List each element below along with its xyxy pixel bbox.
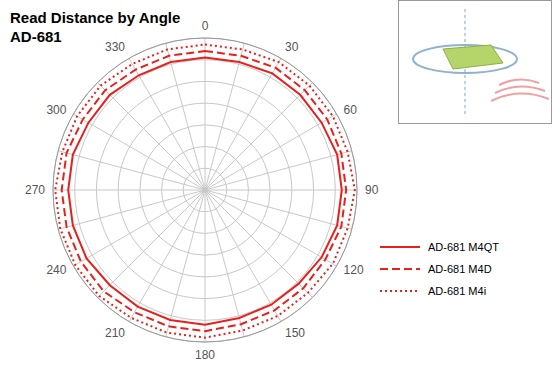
svg-text:120: 120: [344, 263, 364, 277]
html-text:AD-681 M4QT: AD-681 M4QT: [428, 241, 499, 253]
svg-text:240: 240: [46, 263, 66, 277]
svg-text:270: 270: [25, 183, 45, 197]
svg-text:300: 300: [46, 103, 66, 117]
svg-text:180: 180: [195, 348, 215, 362]
svg-text:330: 330: [105, 40, 125, 54]
svg-text:210: 210: [105, 326, 125, 340]
svg-text:90: 90: [365, 183, 379, 197]
svg-text:60: 60: [344, 103, 358, 117]
svg-text:30: 30: [285, 40, 299, 54]
svg-text:150: 150: [285, 326, 305, 340]
html-text:Read Distance by Angle: Read Distance by Angle: [10, 9, 181, 26]
html-text:AD-681: AD-681: [10, 28, 62, 45]
html-text:AD-681 M4D: AD-681 M4D: [428, 263, 492, 275]
html-text:AD-681 M4i: AD-681 M4i: [428, 285, 487, 297]
svg-text:0: 0: [202, 19, 209, 33]
